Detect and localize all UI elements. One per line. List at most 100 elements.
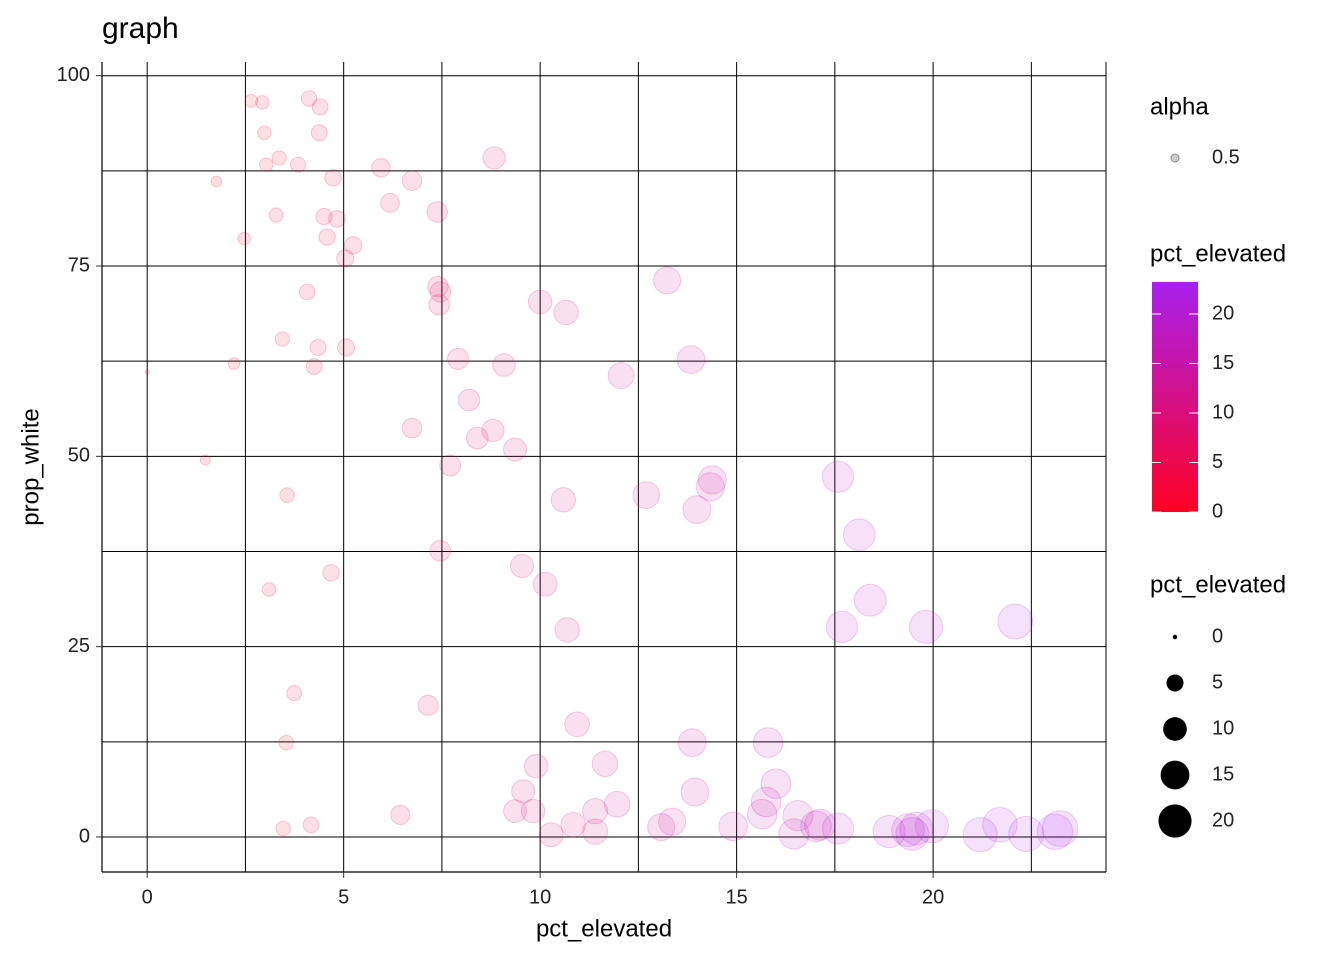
point xyxy=(482,146,506,170)
point xyxy=(564,711,590,738)
point xyxy=(853,583,887,617)
point xyxy=(520,798,546,824)
point xyxy=(582,797,609,825)
x-tick-label: 20 xyxy=(922,886,944,908)
point xyxy=(237,231,251,246)
point xyxy=(680,777,710,807)
point xyxy=(554,617,580,643)
point xyxy=(261,582,277,597)
point xyxy=(895,817,930,851)
point xyxy=(275,820,291,837)
y-tick-label: 100 xyxy=(57,64,90,86)
point xyxy=(343,236,363,255)
legend: alpha 0.5 pct_elevated 0 5 10 15 20 pct_elevated… xyxy=(1150,93,1286,838)
legend-label: 0.5 xyxy=(1212,146,1240,168)
point xyxy=(821,460,855,493)
point xyxy=(244,93,259,108)
point xyxy=(401,417,423,439)
point xyxy=(538,822,564,848)
point xyxy=(390,804,411,825)
point xyxy=(492,353,516,377)
point xyxy=(371,158,391,178)
point xyxy=(302,816,320,834)
point xyxy=(199,454,211,466)
point xyxy=(591,750,619,778)
y-axis-title: prop_white xyxy=(17,408,44,525)
point xyxy=(271,150,287,166)
point xyxy=(527,289,553,315)
x-tick-label: 5 xyxy=(338,886,349,908)
point xyxy=(255,95,270,110)
point xyxy=(446,347,470,370)
colorbar-label: 5 xyxy=(1212,451,1223,473)
point xyxy=(532,571,558,597)
point xyxy=(1008,815,1045,852)
point xyxy=(553,299,579,326)
point xyxy=(582,818,609,845)
point xyxy=(632,481,661,509)
point xyxy=(782,800,814,832)
point xyxy=(144,369,150,375)
point xyxy=(718,811,748,842)
point xyxy=(695,472,725,502)
size-key xyxy=(1158,804,1192,838)
size-key xyxy=(1172,634,1178,640)
point xyxy=(439,454,462,477)
point xyxy=(503,437,527,462)
point xyxy=(380,192,400,213)
y-tick-label: 75 xyxy=(68,254,90,276)
point xyxy=(511,779,536,804)
y-tick-label: 50 xyxy=(68,445,90,467)
point xyxy=(677,728,707,757)
grid xyxy=(102,62,1106,872)
point xyxy=(274,331,291,347)
point xyxy=(682,495,712,525)
point xyxy=(315,207,333,226)
point xyxy=(825,610,859,643)
x-axis-title: pct_elevated xyxy=(536,915,672,942)
point xyxy=(457,388,481,412)
x-tick-label: 10 xyxy=(529,886,551,908)
point xyxy=(778,818,810,850)
point xyxy=(328,209,346,228)
colorbar xyxy=(1152,282,1198,512)
point xyxy=(1036,813,1074,850)
point xyxy=(428,294,450,316)
point xyxy=(982,807,1018,843)
size-label: 5 xyxy=(1212,671,1223,693)
point xyxy=(318,228,336,246)
point xyxy=(305,358,323,375)
point xyxy=(899,811,934,846)
point xyxy=(891,813,925,847)
point xyxy=(268,207,284,223)
point xyxy=(914,809,949,844)
point xyxy=(322,564,340,582)
point xyxy=(653,266,682,295)
point xyxy=(278,734,295,751)
point xyxy=(311,98,329,116)
point xyxy=(909,609,944,644)
size-label: 0 xyxy=(1212,625,1223,647)
point xyxy=(336,249,355,268)
point xyxy=(842,518,876,552)
point xyxy=(324,168,342,187)
point xyxy=(427,275,449,298)
point xyxy=(279,487,295,503)
point xyxy=(752,727,784,758)
point xyxy=(465,426,489,450)
size-label: 20 xyxy=(1212,809,1234,831)
x-tick-label: 0 xyxy=(142,886,153,908)
y-tick-label: 25 xyxy=(68,635,90,657)
point xyxy=(298,283,316,301)
colorbar-label: 20 xyxy=(1212,302,1234,324)
legend-key xyxy=(1170,153,1180,163)
point xyxy=(227,357,241,370)
y-tick-label: 0 xyxy=(79,825,90,847)
point xyxy=(676,345,706,375)
point xyxy=(257,125,272,141)
point xyxy=(607,362,635,390)
point xyxy=(401,170,423,192)
x-tick-label: 15 xyxy=(725,886,747,908)
point xyxy=(503,799,527,824)
